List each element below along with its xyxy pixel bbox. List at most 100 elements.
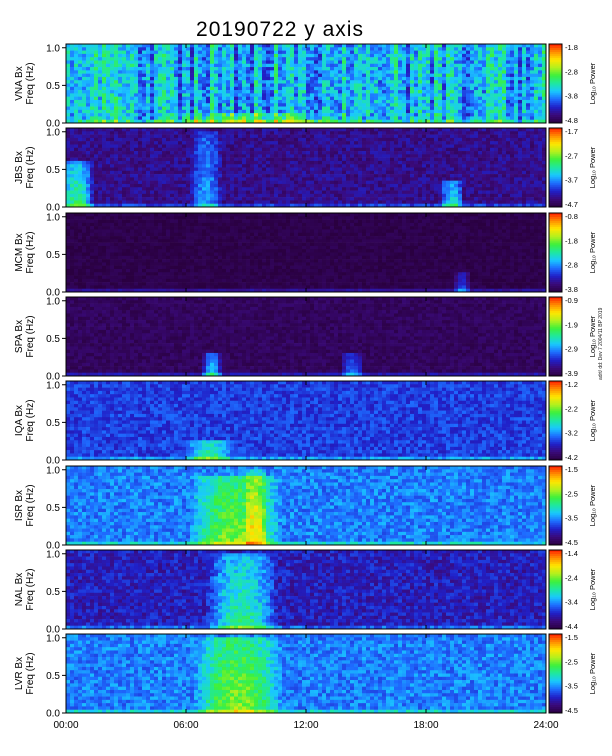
- heatmap-cell: [318, 193, 323, 198]
- heatmap-cell: [94, 144, 99, 149]
- heatmap-cell: [290, 174, 295, 178]
- heatmap-cell: [246, 151, 251, 155]
- heatmap-cell: [318, 170, 323, 175]
- heatmap-cell: [70, 53, 75, 58]
- heatmap-cell: [382, 83, 387, 88]
- heatmap-cell: [250, 144, 255, 149]
- heatmap-cell: [474, 67, 479, 71]
- heatmap-cell: [354, 119, 359, 124]
- heatmap-cell: [394, 180, 399, 185]
- heatmap-cell: [342, 67, 347, 71]
- heatmap-cell: [302, 144, 307, 149]
- heatmap-cell: [78, 131, 83, 135]
- heatmap-cell: [142, 144, 147, 149]
- figure-title: 20190722 y axis: [150, 18, 410, 42]
- heatmap-cell: [482, 103, 487, 107]
- heatmap-cell: [82, 103, 87, 107]
- heatmap-cell: [206, 137, 211, 142]
- heatmap-cell: [142, 147, 147, 152]
- heatmap-cell: [102, 106, 107, 111]
- heatmap-cell: [498, 67, 503, 71]
- heatmap-cell: [162, 113, 167, 117]
- heatmap-cell: [170, 157, 175, 162]
- heatmap-cell: [294, 50, 299, 55]
- heatmap-cell: [114, 141, 119, 145]
- heatmap-cell: [490, 90, 495, 94]
- heatmap-cell: [98, 141, 103, 145]
- heatmap-cell: [278, 131, 283, 135]
- heatmap-cell: [450, 106, 455, 111]
- heatmap-cell: [358, 50, 363, 55]
- heatmap-cell: [194, 53, 199, 58]
- heatmap-cell: [298, 177, 303, 181]
- heatmap-cell: [114, 180, 119, 185]
- colorbar-segment: [549, 117, 562, 120]
- heatmap-cell: [110, 187, 115, 191]
- heatmap-cell: [494, 70, 499, 74]
- heatmap-cell: [366, 137, 371, 142]
- heatmap-cell: [394, 63, 399, 68]
- heatmap-cell: [458, 93, 463, 97]
- heatmap-cell: [70, 170, 75, 175]
- heatmap-cell: [178, 167, 183, 172]
- heatmap-cell: [114, 103, 119, 107]
- heatmap-cell: [130, 160, 135, 165]
- heatmap-cell: [266, 141, 271, 145]
- heatmap-cell: [70, 144, 75, 149]
- heatmap-cell: [338, 197, 343, 201]
- heatmap-cell: [378, 197, 383, 201]
- heatmap-cell: [218, 47, 223, 51]
- heatmap-cell: [142, 131, 147, 135]
- heatmap-cell: [94, 131, 99, 135]
- heatmap-cell: [322, 151, 327, 155]
- heatmap-cell: [206, 106, 211, 111]
- heatmap-cell: [314, 160, 319, 165]
- heatmap-cell: [194, 160, 199, 165]
- heatmap-cell: [302, 134, 307, 139]
- heatmap-cell: [510, 57, 515, 61]
- heatmap-cell: [338, 144, 343, 149]
- heatmap-cell: [178, 44, 183, 48]
- heatmap-cell: [270, 154, 275, 158]
- heatmap-cell: [266, 137, 271, 142]
- heatmap-cell: [262, 47, 267, 51]
- heatmap-cell: [334, 63, 339, 68]
- heatmap-cell: [354, 70, 359, 74]
- heatmap-cell: [114, 67, 119, 71]
- heatmap-cell: [334, 157, 339, 162]
- heatmap-cell: [254, 47, 259, 51]
- heatmap-cell: [166, 113, 171, 117]
- heatmap-cell: [362, 67, 367, 71]
- heatmap-cell: [142, 50, 147, 55]
- heatmap-cell: [150, 160, 155, 165]
- heatmap-cell: [150, 141, 155, 145]
- heatmap-cell: [198, 203, 203, 208]
- heatmap-cell: [286, 60, 291, 65]
- heatmap-cell: [454, 93, 459, 97]
- heatmap-cell: [258, 73, 263, 78]
- heatmap-cell: [538, 96, 543, 101]
- heatmap-cell: [102, 164, 107, 168]
- heatmap-cell: [118, 164, 123, 168]
- heatmap-cell: [106, 90, 111, 94]
- heatmap-cell: [306, 144, 311, 149]
- heatmap-cell: [294, 160, 299, 165]
- heatmap-cell: [438, 44, 443, 48]
- heatmap-cell: [142, 200, 147, 205]
- heatmap-cell: [166, 157, 171, 162]
- heatmap-cell: [118, 170, 123, 175]
- heatmap-cell: [278, 174, 283, 178]
- heatmap-cell: [242, 147, 247, 152]
- heatmap-cell: [514, 119, 519, 124]
- heatmap-cell: [118, 144, 123, 149]
- heatmap-cell: [238, 53, 243, 58]
- colorbar-segment: [549, 81, 562, 84]
- heatmap-cell: [190, 147, 195, 152]
- heatmap-cell: [114, 147, 119, 152]
- colorbar-segment: [549, 99, 562, 102]
- heatmap-cell: [142, 183, 147, 188]
- colorbar-segment: [549, 69, 562, 73]
- heatmap-cell: [314, 174, 319, 178]
- heatmap-cell: [194, 183, 199, 188]
- heatmap-cell: [122, 63, 127, 68]
